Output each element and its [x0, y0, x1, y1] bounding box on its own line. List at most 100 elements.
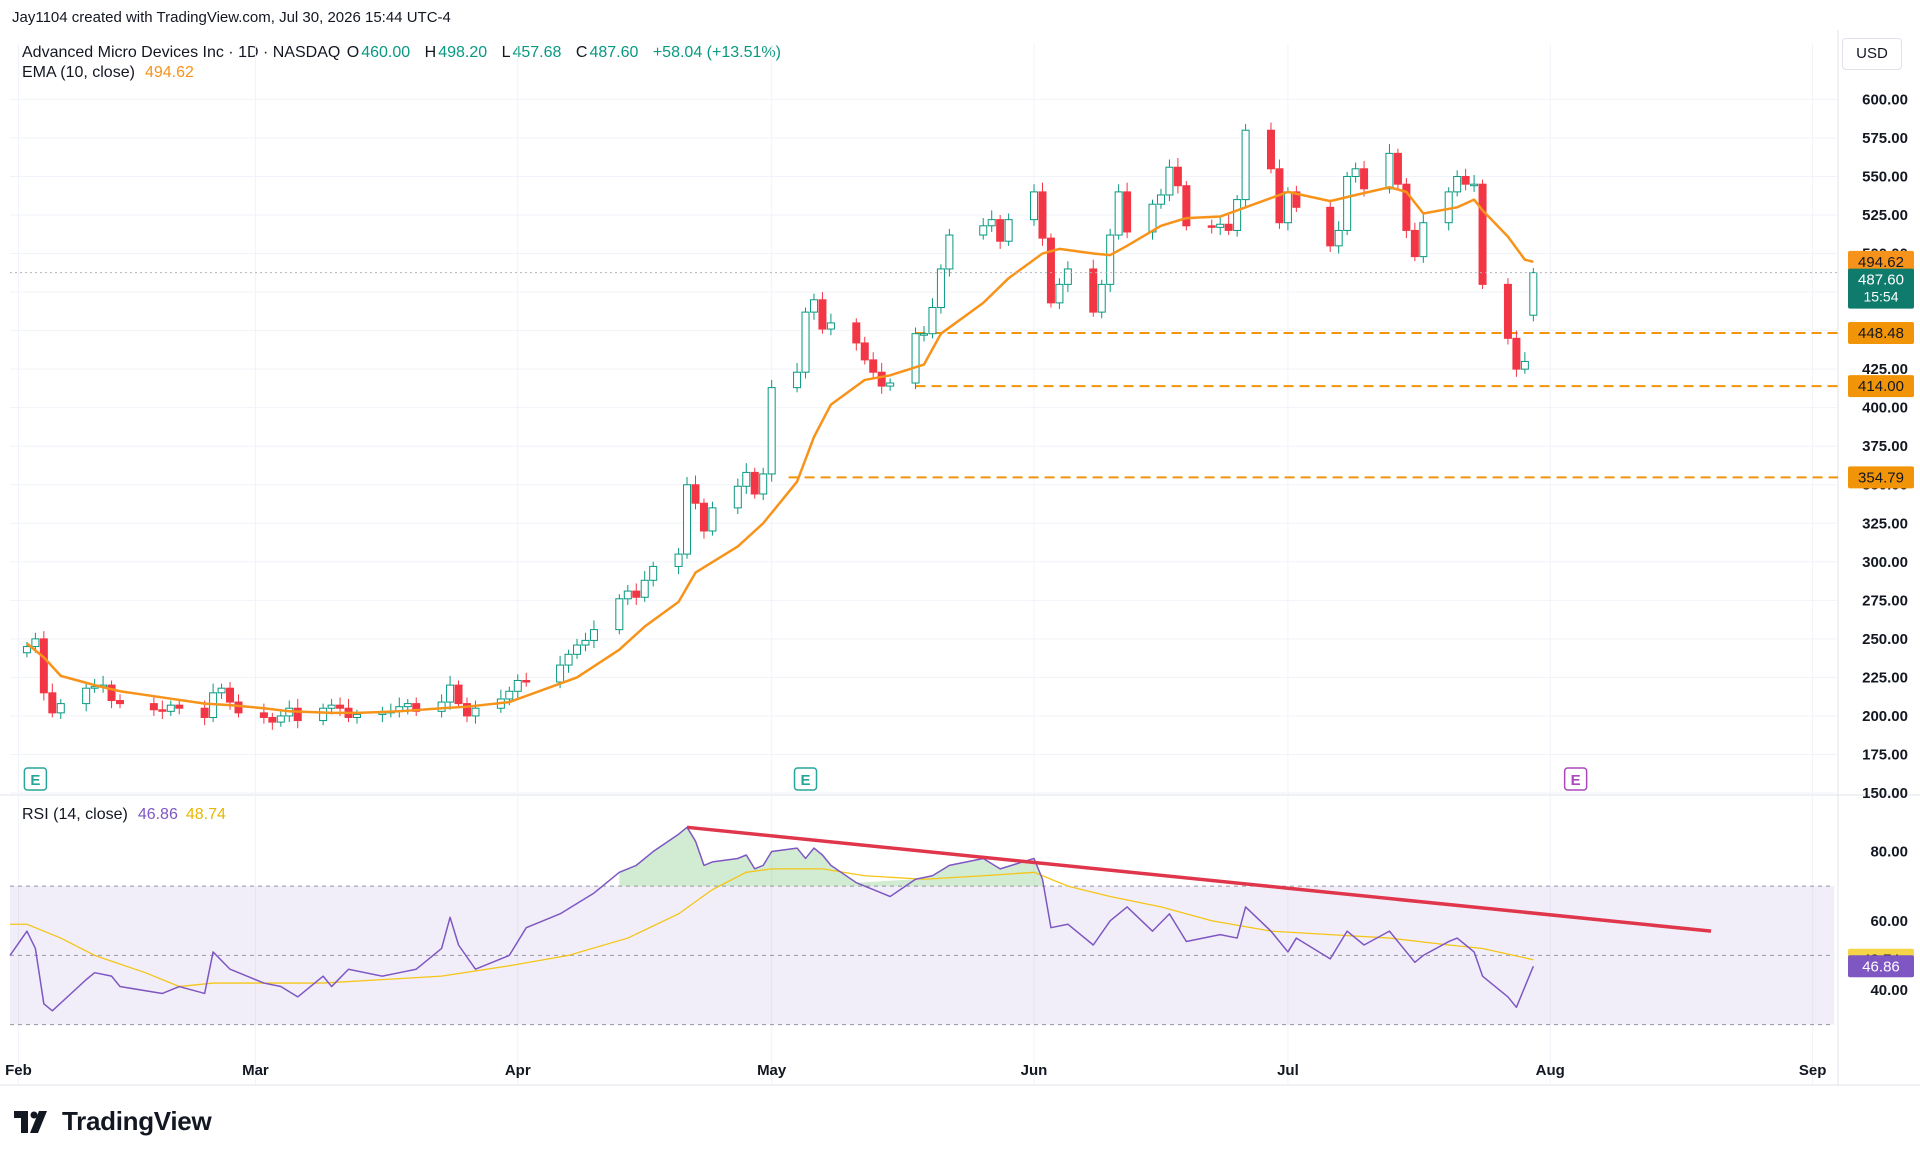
price-tick-label: 250.00 [1862, 631, 1908, 648]
candle-body [276, 715, 285, 723]
candle-body [623, 590, 632, 600]
low-label: L [501, 44, 511, 61]
price-tick-label: 550.00 [1862, 168, 1908, 185]
rsi-tag-label: 46.86 [1862, 958, 1900, 975]
candle-body [996, 219, 1005, 242]
candle-body [82, 687, 91, 705]
candle-body [1292, 191, 1301, 208]
time-axis-label: Sep [1799, 1062, 1827, 1079]
candle-body [22, 646, 31, 654]
price-tick-label: 300.00 [1862, 554, 1908, 571]
candle-body [1402, 183, 1411, 231]
candle-body [116, 700, 125, 705]
countdown-label: 15:54 [1863, 289, 1898, 305]
candle-body [1520, 360, 1529, 370]
rsi-tick-label: 80.00 [1870, 844, 1908, 861]
rsi-tick-label: 40.00 [1870, 982, 1908, 999]
candle-body [759, 473, 768, 495]
tradingview-logo-icon [14, 1110, 47, 1133]
price-tick-label: 325.00 [1862, 515, 1908, 532]
rsi-line [9, 826, 1535, 1012]
candle-body [640, 579, 649, 598]
candle-body [1165, 166, 1174, 196]
candle-body [1156, 194, 1165, 205]
candle-body [691, 484, 700, 504]
candle-body [793, 371, 802, 389]
candle-body [1216, 223, 1225, 228]
candle-body [1224, 223, 1233, 231]
change-value: +58.04 (+13.51%) [652, 44, 781, 61]
candle-body [1326, 206, 1335, 247]
candle-body [158, 709, 167, 712]
candle-body [352, 713, 361, 718]
rsi-tick-label: 60.00 [1870, 913, 1908, 930]
candle-body [1393, 152, 1402, 185]
candle-body [1055, 283, 1064, 304]
current-price-label: 487.60 [1858, 272, 1904, 289]
candle-body [928, 306, 937, 335]
tradingview-logo[interactable]: TradingView [14, 1106, 212, 1137]
time-axis-label: Aug [1536, 1062, 1565, 1079]
candle-body [1233, 199, 1242, 231]
candle-body [556, 664, 565, 683]
candle-body [1182, 185, 1191, 227]
candle-body [200, 707, 209, 718]
candle-body [1503, 283, 1512, 339]
brand-name: TradingView [62, 1106, 212, 1136]
currency-button[interactable]: USD [1842, 38, 1902, 70]
candle-body [149, 703, 158, 711]
candle-body [1089, 268, 1098, 313]
earnings-marker [23, 767, 48, 791]
candle-body [39, 638, 48, 694]
candle-body [860, 342, 869, 361]
ema-price-label: 494.62 [1858, 254, 1904, 271]
candle-body [471, 707, 480, 717]
candle-body [615, 598, 624, 631]
candle-body [818, 299, 827, 330]
candle-body [1148, 203, 1157, 233]
price-tick-label: 400.00 [1862, 400, 1908, 417]
level-price-label: 448.48 [1858, 325, 1904, 342]
candle-body [319, 707, 328, 722]
open-value: 460.00 [361, 44, 411, 61]
candle-body [708, 507, 717, 532]
candle-body [56, 703, 65, 714]
candle-body [1114, 191, 1123, 236]
candle-body [564, 653, 573, 666]
candle-body [217, 687, 226, 694]
candle-body [742, 471, 751, 487]
candle-body [1334, 229, 1343, 247]
candle-body [522, 679, 531, 683]
candle-body [166, 704, 175, 712]
rsi-trendline [686, 825, 1712, 933]
candle-body [809, 299, 818, 313]
candle-body [801, 311, 810, 373]
candle-body [1360, 168, 1369, 190]
candle-body [852, 322, 861, 344]
candle-body [437, 701, 446, 712]
candle-body [674, 553, 683, 567]
candle-body [632, 590, 641, 598]
rsi-ma-value: 48.74 [185, 806, 226, 823]
rsi-overbought-fill [619, 827, 1043, 887]
candle-body [1453, 175, 1462, 193]
candle-body [1512, 337, 1521, 370]
candle-body [446, 684, 455, 703]
candle-body [454, 684, 463, 705]
time-axis-label: Apr [505, 1062, 531, 1079]
candle-body [683, 484, 692, 555]
earnings-marker-label: E [30, 772, 40, 789]
candle-body [589, 629, 598, 641]
candle-body [175, 704, 184, 709]
candle-body [1097, 283, 1106, 313]
candle-body [1351, 168, 1360, 177]
level-price-tag [1848, 466, 1914, 489]
candle-body [877, 371, 886, 387]
candle-body [1343, 175, 1352, 231]
rsi-legend[interactable]: RSI (14, close) 46.86 48.74 [22, 806, 226, 824]
candle-body [1478, 183, 1487, 285]
ema-legend[interactable]: EMA (10, close) 494.62 [22, 64, 194, 82]
candle-body [1241, 129, 1250, 201]
candle-body [649, 565, 658, 581]
